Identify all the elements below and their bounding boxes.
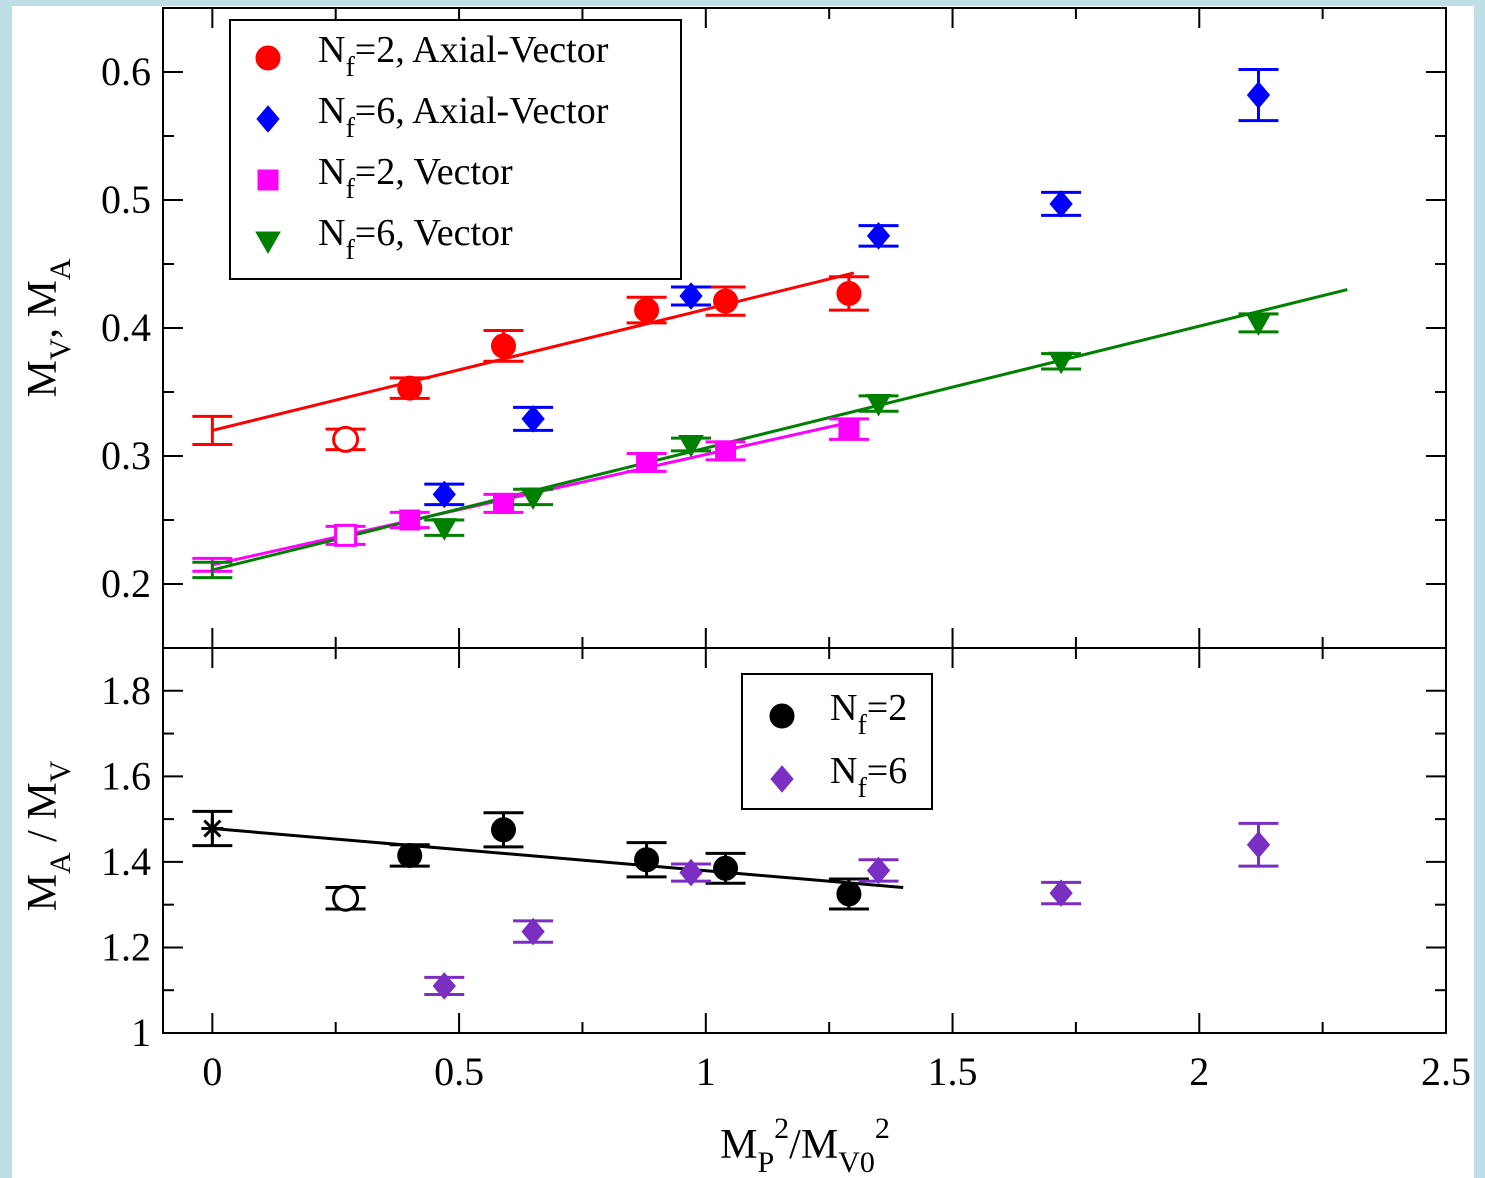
nf6_v-point <box>1245 313 1272 336</box>
nf6_v-point <box>520 487 546 510</box>
nf2_av-extrapolated-errorbar <box>192 414 233 446</box>
ratio_nf6-legend-marker <box>770 765 794 793</box>
bottom-ytick-label: 1.4 <box>101 839 151 884</box>
plot-canvas: 0.2 0.3 0.4 0.5 0.6 Nf=2, Axial-Vector Nf=6, … <box>20 7 1471 1178</box>
bottom-ytick-label: 1.6 <box>101 753 151 798</box>
xtick-label: 2.5 <box>1421 1049 1471 1094</box>
ratio_nf2-fit-line <box>212 827 904 890</box>
top-ytick-label: 0.3 <box>101 433 151 478</box>
ratio_nf2-point <box>490 817 516 843</box>
nf2_v-legend-label: Nf=2, Vector <box>318 151 513 205</box>
top-ytick-label: 0.6 <box>101 49 151 94</box>
nf6_av-legend-marker <box>256 105 280 133</box>
nf2_v-point <box>715 440 737 462</box>
ratio_nf6-legend-label: Nf=6 <box>830 750 907 804</box>
nf2_av-point <box>634 297 660 323</box>
top-data-points <box>192 67 1279 580</box>
figure: 0.2 0.3 0.4 0.5 0.6 Nf=2, Axial-Vector Nf=6, … <box>12 6 1474 1178</box>
xtick-label: 0.5 <box>434 1049 484 1094</box>
nf2_v-point <box>838 418 860 440</box>
ratio_nf6-point <box>521 917 545 946</box>
nf6_v-legend-label: Nf=6, Vector <box>318 212 513 266</box>
nf6_v-point <box>1048 351 1074 375</box>
ratio_nf2-point <box>634 847 660 873</box>
ratio_nf2-legend-label: Nf=2 <box>830 687 907 741</box>
nf6_v-point <box>865 394 892 417</box>
ratio_nf6-point <box>679 858 703 887</box>
bottom-fit-lines <box>212 827 904 890</box>
nf2_v-point <box>492 492 514 514</box>
bottom-legend-box <box>741 673 933 810</box>
top-ytick-label: 0.5 <box>101 177 151 222</box>
nf6_av-point <box>679 282 703 310</box>
xtick-label: 1.5 <box>928 1049 978 1094</box>
top-legend: Nf=2, Axial-Vector Nf=6, Axial-Vector Nf=2… <box>229 19 682 280</box>
top-ytick-label: 0.4 <box>101 305 151 350</box>
bottom-ytick-label: 1.2 <box>101 924 151 969</box>
nf6_av-point <box>432 480 456 509</box>
nf6_v-point <box>678 434 704 458</box>
xlabel: MP2/MV02 <box>720 1112 890 1178</box>
ratio_nf6-point <box>432 972 456 1000</box>
bottom-ytick-label: 1 <box>131 1010 151 1055</box>
axis-labels: MV, MA MA / MV MP2/MV02 <box>20 258 890 1178</box>
ratio_nf6-point <box>1246 831 1271 859</box>
bottom-ytick-label: 1.8 <box>101 668 151 713</box>
nf2_av-point <box>490 333 516 359</box>
xtick-label: 1 <box>696 1049 716 1094</box>
nf2_v-point <box>334 523 358 547</box>
top-ylabel: MV, MA <box>20 258 77 397</box>
nf2_av-point <box>836 280 862 306</box>
nf6_av-point <box>866 222 891 250</box>
nf6_v-legend-marker <box>255 231 281 255</box>
ratio_nf6-point <box>1049 879 1073 907</box>
nf6_v-extrapolated-errorbar <box>192 560 233 580</box>
nf6_v-point <box>431 518 458 541</box>
nf6_av-point <box>1049 190 1073 218</box>
nf2_v-point <box>636 451 658 473</box>
nf6_av-point <box>1246 81 1271 109</box>
nf2_av-point <box>332 425 360 453</box>
ratio_nf2-extrapolated-point <box>201 817 224 840</box>
ratio_nf2-point <box>836 881 862 907</box>
top-fit-lines <box>211 271 1348 572</box>
bottom-data-points <box>192 809 1279 1000</box>
top-panel: 0.2 0.3 0.4 0.5 0.6 Nf=2, Axial-Vector Nf=6, … <box>101 7 1447 649</box>
nf2_v-point <box>399 509 421 531</box>
xtick-label: 0 <box>202 1049 222 1094</box>
ratio_nf6-point <box>866 856 891 885</box>
ratio_nf2-point <box>713 855 739 881</box>
xtick-label: 2 <box>1189 1049 1209 1094</box>
ratio_nf2-legend-marker <box>769 703 795 729</box>
nf2_av-point <box>397 375 423 401</box>
nf2_v-legend-marker <box>257 169 279 191</box>
ratio_nf2-point <box>397 842 423 868</box>
bottom-panel: 1 1.2 1.4 1.6 1.8 0 0.5 1 1.5 2 2.5 Nf=2 Nf=6 <box>101 647 1471 1094</box>
nf2_av-point <box>713 288 739 314</box>
top-legend-box <box>229 19 682 280</box>
bottom-ylabel: MA / MV <box>20 760 77 911</box>
bottom-axes-frame <box>162 647 1447 1034</box>
top-ytick-label: 0.2 <box>101 561 151 606</box>
bottom-legend: Nf=2 Nf=6 <box>741 673 933 810</box>
nf6_v-fit-line <box>211 288 1348 572</box>
nf6_av-point <box>521 405 545 433</box>
nf6_av-legend-label: Nf=6, Axial-Vector <box>318 90 609 144</box>
bottom-axes: 1 1.2 1.4 1.6 1.8 0 0.5 1 1.5 2 2.5 <box>101 647 1471 1094</box>
nf2_av-legend-label: Nf=2, Axial-Vector <box>318 29 609 83</box>
nf2_av-fit-line <box>211 271 855 432</box>
ratio_nf2-point <box>332 884 360 912</box>
nf2_av-legend-marker <box>255 45 281 71</box>
